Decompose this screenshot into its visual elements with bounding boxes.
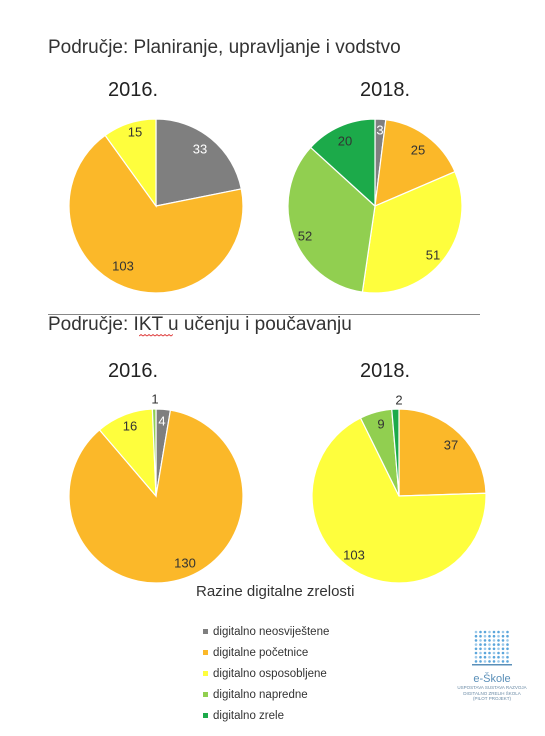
year-label-1-2016: 2016.	[108, 79, 159, 101]
legend-label: digitalno osposobljene	[213, 667, 327, 680]
data-label-digitalno-neosviještene: 33	[193, 141, 207, 156]
legend-item: digitalne početnice	[203, 642, 329, 663]
legend-label: digitalno zrele	[213, 709, 284, 722]
pie-chart-planiranje-2018: 3 25 51 52 20	[287, 118, 463, 294]
legend-swatch	[203, 650, 208, 655]
data-label-digitalne-početnice: 25	[411, 142, 425, 157]
data-label-digitalno-neosviještene: 4	[158, 413, 165, 428]
legend: digitalno neosviještene digitalne početni…	[203, 621, 329, 726]
logo-subtitle: USPOSTAVA SUSTAVA RAZVOJA DIGITALNO ZREL…	[457, 685, 527, 696]
legend-label: digitalno neosviještene	[213, 625, 330, 638]
pie-slice-digitalno-zrele	[391, 408, 400, 497]
legend-swatch	[203, 713, 208, 718]
legend-label: digitalno napredne	[213, 688, 308, 701]
spellcheck-underline	[139, 334, 173, 337]
data-label-digitalno-zrele: 2	[395, 392, 402, 407]
year-label-2-2018: 2018.	[360, 360, 411, 382]
pie-chart-ikt-2016: 4 130 16 1	[68, 391, 244, 584]
data-label-digitalno-napredne: 1	[151, 391, 158, 406]
year-label-2-2016: 2016.	[108, 360, 159, 382]
pie-slice-digitalno-osposobljene	[104, 118, 157, 208]
data-label-digitalno-osposobljene: 103	[343, 547, 365, 562]
logo-tag: (PILOT PROJEKT)	[473, 696, 511, 701]
data-label-digitalne-početnice: 130	[174, 555, 196, 570]
year-label-1-2018: 2018.	[360, 79, 411, 101]
logo-name: e-Škole	[473, 673, 511, 685]
eskole-logo: e-Škole USPOSTAVA SUSTAVA RAZVOJA DIGITA…	[452, 628, 532, 702]
legend-title: Razine digitalne zrelosti	[196, 583, 355, 600]
pie-slice-digitalno-osposobljene	[311, 417, 487, 584]
legend-item: digitalno napredne	[203, 684, 329, 705]
legend-swatch	[203, 629, 208, 634]
legend-item: digitalno neosviještene	[203, 621, 329, 642]
data-label-digitalno-osposobljene: 16	[123, 418, 137, 433]
pie-chart-ikt-2018: 37 103 92	[311, 392, 487, 584]
legend-label: digitalne početnice	[213, 646, 309, 659]
pie-slice-digitalno-napredne	[287, 146, 376, 293]
pie-slice-digitalne-početnice	[374, 119, 456, 207]
legend-item: digitalno osposobljene	[203, 663, 329, 684]
data-label-digitalno-napredne: 9	[377, 416, 384, 431]
logo-graphic	[472, 630, 512, 666]
pie-slice-digitalno-napredne	[151, 408, 157, 497]
pie-slice-digitalno-osposobljene	[361, 170, 463, 294]
pie-chart-planiranje-2016: 33 103 15	[68, 118, 244, 294]
section-divider	[48, 314, 480, 315]
legend-item: digitalno zrele	[203, 705, 329, 726]
data-label-digitalno-zrele: 20	[338, 133, 352, 148]
pie-slice-digitalno-neosviještene	[155, 118, 243, 207]
legend-swatch	[203, 671, 208, 676]
pie-slice-digitalne-početnice	[398, 408, 487, 497]
legend-swatch	[203, 692, 208, 697]
section-title-1: Područje: Planiranje, upravljanje i vods…	[48, 37, 401, 58]
data-label-digitalne-početnice: 103	[112, 258, 134, 273]
pie-slice-digitalne-početnice	[68, 134, 244, 294]
pie-slice-digitalno-zrele	[309, 118, 376, 208]
data-label-digitalno-osposobljene: 51	[426, 247, 440, 262]
section-title-2: Područje: IKT u učenju i poučavanju	[48, 314, 352, 335]
data-label-digitalne-početnice: 37	[444, 437, 458, 452]
data-label-digitalno-neosviještene: 3	[376, 122, 383, 137]
data-label-digitalno-osposobljene: 15	[128, 124, 142, 139]
data-label-digitalno-napredne: 52	[298, 228, 312, 243]
